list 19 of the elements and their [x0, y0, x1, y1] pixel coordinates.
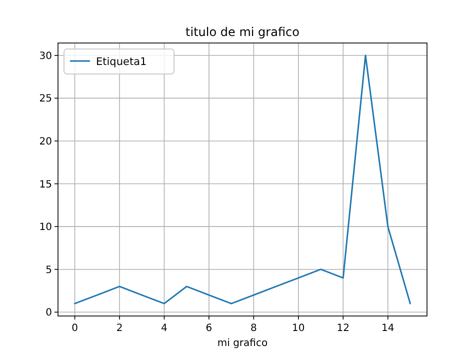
y-tick-label: 15	[39, 179, 52, 190]
x-tick-label: 2	[116, 323, 123, 334]
y-tick-label: 10	[39, 222, 52, 234]
chart-title: titulo de mi grafico	[186, 25, 300, 39]
line-series	[74, 54, 411, 304]
y-tick-label: 30	[39, 50, 52, 62]
x-tick-label: 8	[250, 323, 257, 334]
x-tick-label: 0	[72, 323, 78, 334]
x-tick-label: 12	[336, 323, 350, 334]
y-tick-label: 20	[39, 136, 52, 148]
x-tick-label: 6	[206, 323, 212, 334]
x-tick-label: 4	[161, 323, 168, 334]
x-axis-title: mi grafico	[217, 338, 268, 349]
y-tick-label: 25	[39, 94, 52, 105]
y-tick-label: 5	[46, 264, 52, 276]
x-tick-label: 10	[292, 323, 305, 334]
legend-label: Etiqueta1	[96, 56, 147, 68]
y-tick-label: 0	[46, 308, 52, 319]
x-tick-label: 14	[381, 323, 394, 334]
